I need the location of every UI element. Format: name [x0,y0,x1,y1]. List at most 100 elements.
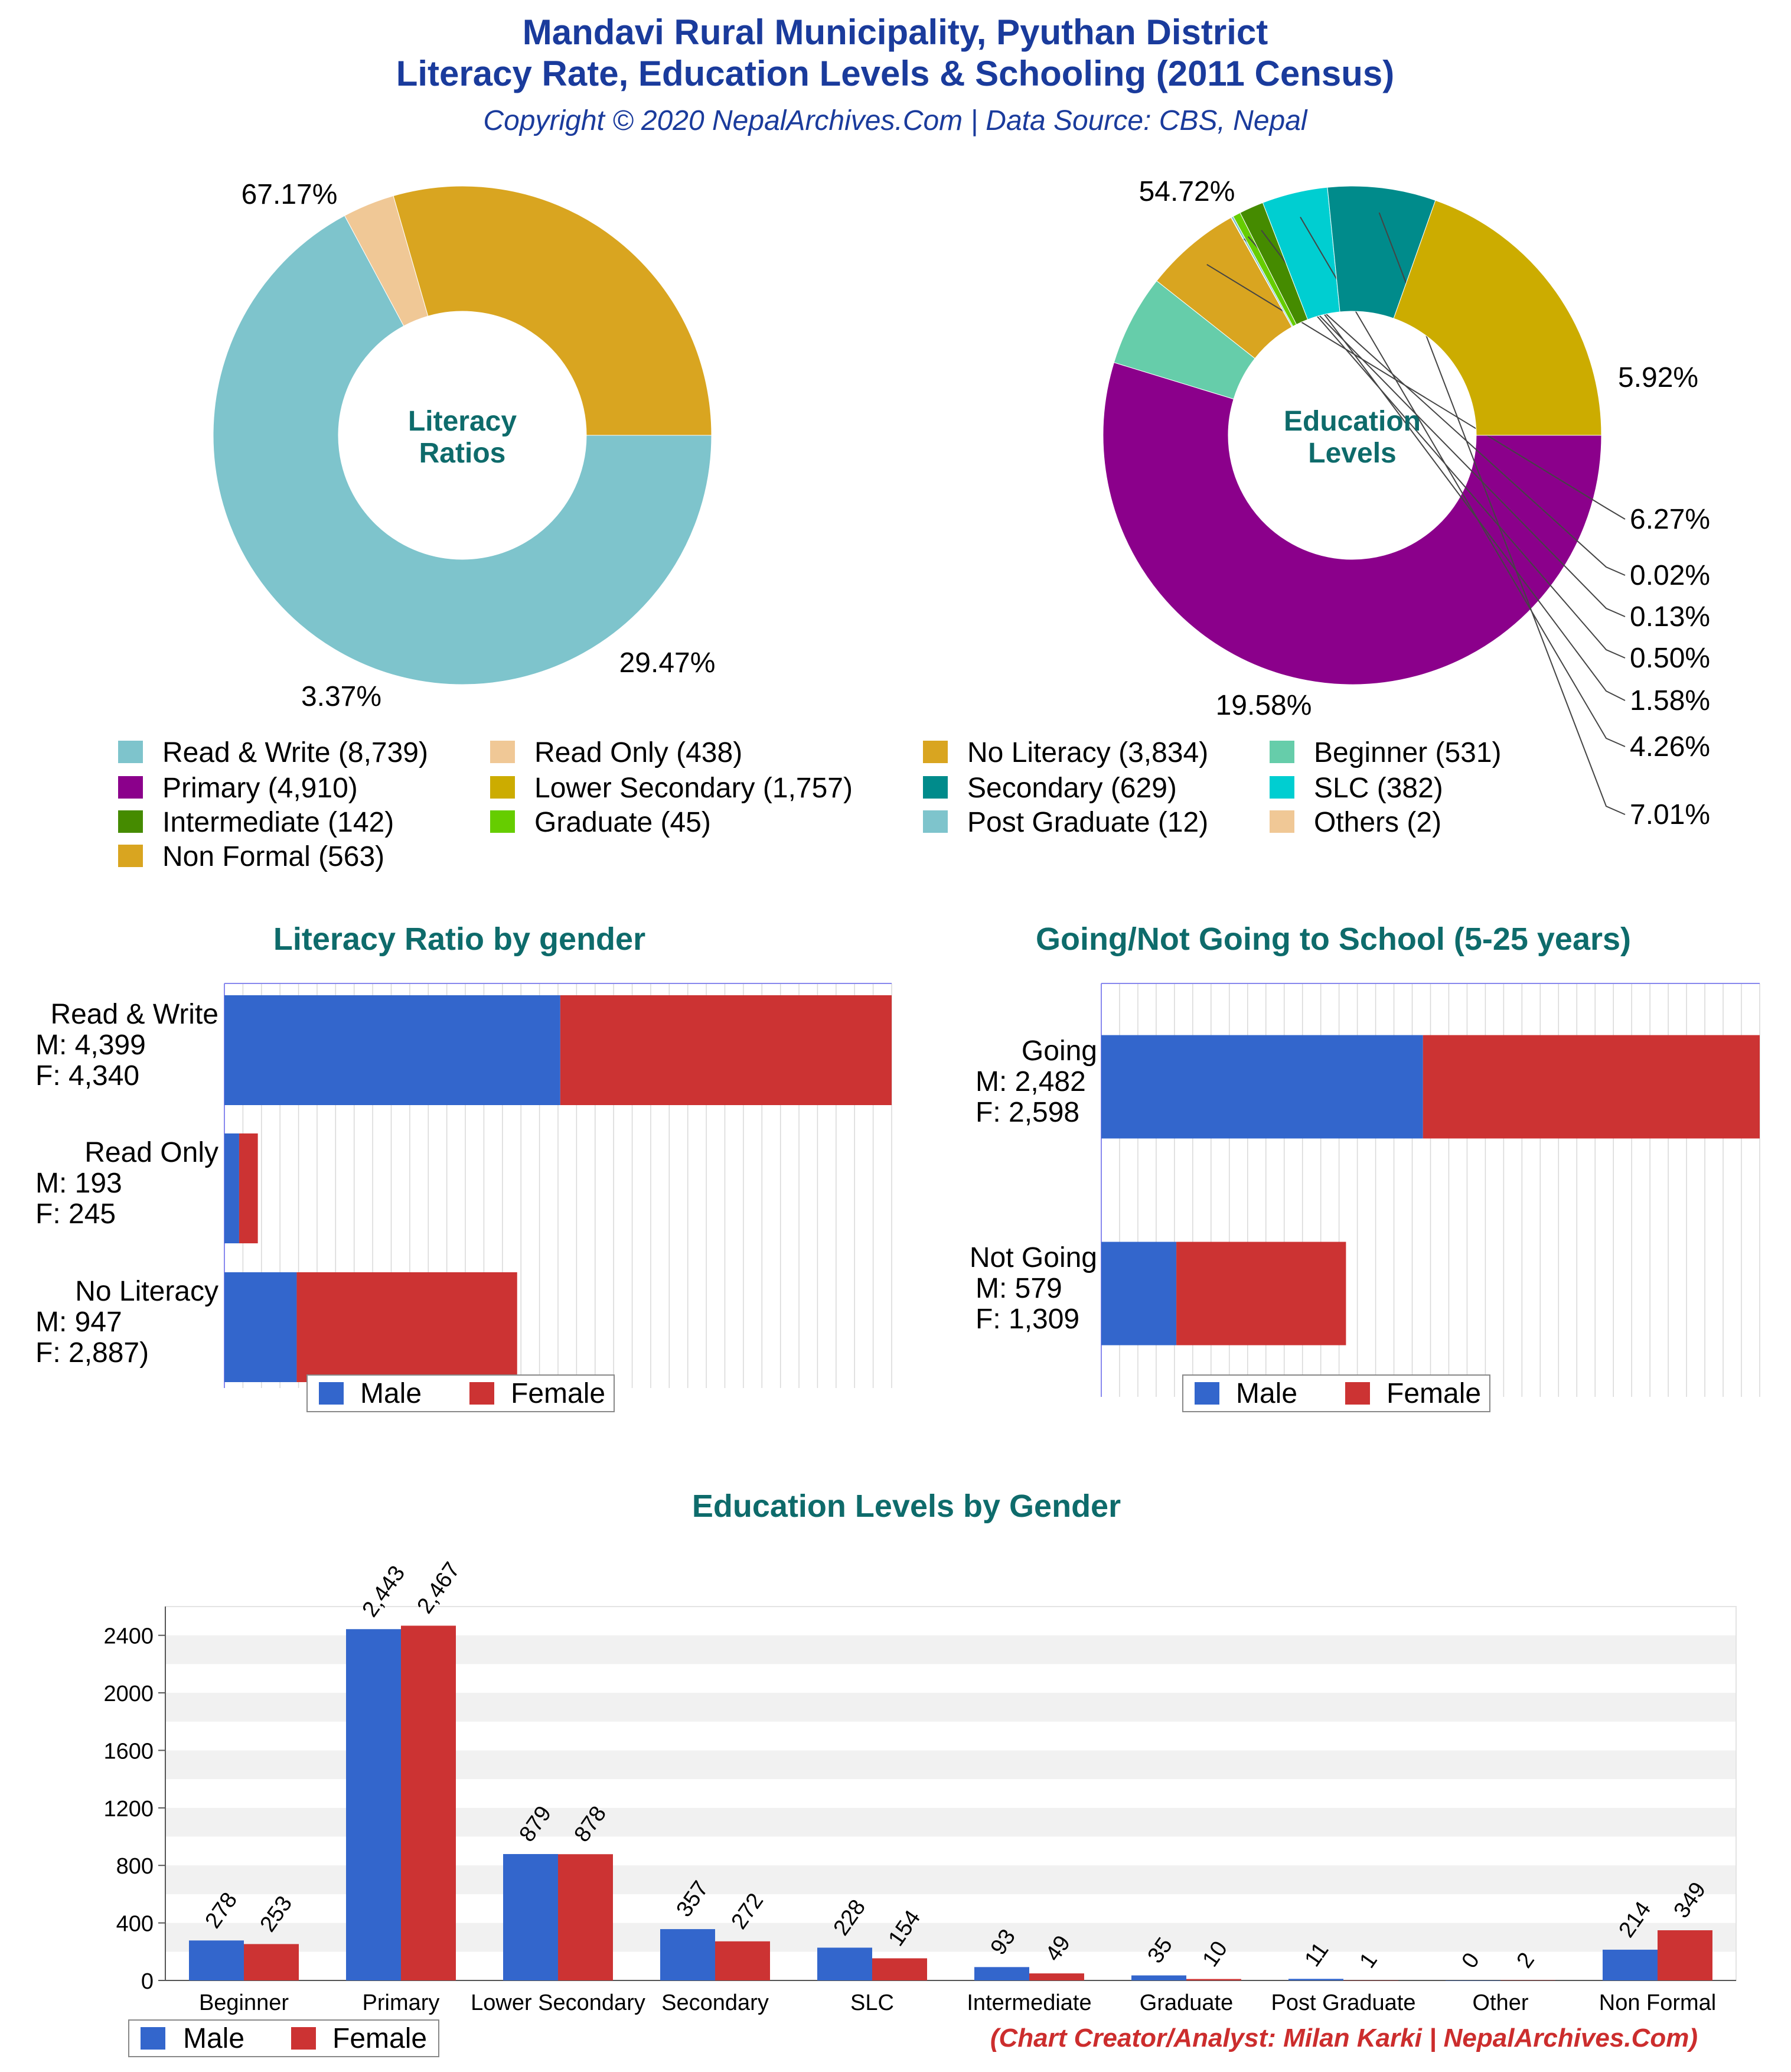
male-legend-label: Male [183,2023,244,2054]
x-category-label: Beginner [199,1990,289,2015]
leader-line [1244,238,1626,617]
pct-label-read-write: 67.17% [242,179,338,210]
category-label-not-going: M: 579 [976,1273,1062,1304]
category-label-no-literacy: F: 2,887) [35,1337,149,1369]
bar-male-beginner [189,1940,244,1980]
legend-item-no-literacy: No Literacy (3,834) [923,737,1208,768]
y-tick-label: 0 [141,1969,154,1994]
legend-label: Graduate (45) [534,807,711,838]
legend-item-graduate: Graduate (45) [490,807,711,838]
legend-box [1182,1374,1490,1412]
pct-label-slc: 4.26% [1630,731,1710,763]
legend-swatch [923,776,948,799]
y-tick-label: 1600 [103,1739,154,1764]
pct-label-graduate: 0.50% [1630,643,1710,674]
pct-label-secondary: 7.01% [1630,799,1710,830]
x-category-label: Primary [363,1990,440,2015]
legend-label: Read Only (438) [534,737,742,768]
legend-label: No Literacy (3,834) [967,737,1208,768]
bar-male-intermediate [974,1967,1029,1980]
education-gender-legend: Male Female [128,2019,439,2057]
legend-swatch [118,810,143,833]
y-tick-label: 1200 [103,1797,154,1822]
bar-female-non-formal [1658,1930,1712,1980]
male-legend-label: Male [1236,1378,1297,1409]
pct-label-primary: 54.72% [1139,176,1235,207]
bar-male-read-only [224,1133,239,1243]
legend-swatch [118,776,143,799]
legend-label: Primary (4,910) [162,773,358,804]
bar-male-post-graduate [1288,1979,1343,1980]
donut-center-label: Literacy [408,406,517,437]
female-swatch [291,2027,316,2050]
category-label-no-literacy: No Literacy [75,1276,218,1307]
category-label-going: Going [1022,1035,1097,1067]
y-tick-label: 800 [116,1854,154,1879]
legend-box [128,2019,439,2057]
legend-label: Secondary (629) [967,773,1177,804]
bar-male-going [1101,1035,1423,1139]
pct-label-intermediate: 1.58% [1630,685,1710,716]
legend-item-secondary: Secondary (629) [923,773,1177,804]
legend-box [306,1374,615,1412]
legend-label: Intermediate (142) [162,807,394,838]
legend-label: Others (2) [1314,807,1441,838]
pct-label-no-literacy: 29.47% [619,647,716,679]
category-label-read-only: M: 193 [35,1168,122,1199]
x-category-label: Lower Secondary [471,1990,645,2015]
pct-label-post-graduate: 0.13% [1630,601,1710,633]
value-label: 0 [1457,1949,1485,1973]
legend-swatch [118,845,143,867]
bar-male-other [1446,1980,1500,1981]
bar-male-secondary [660,1929,715,1980]
slice-primary [1102,362,1602,685]
bar-female-primary [401,1625,456,1980]
category-label-no-literacy: M: 947 [35,1307,122,1338]
legend-label: Non Formal (563) [162,841,384,872]
bar-male-lower-secondary [503,1853,558,1980]
value-label: 1 [1355,1949,1382,1973]
value-label: 2,467 [412,1558,465,1618]
x-category-label: Intermediate [967,1990,1091,2015]
bar-female-other [1500,1980,1555,1981]
legend-item-non-formal: Non Formal (563) [118,841,384,872]
leader-line [1300,217,1626,747]
bar-female-graduate [1186,1979,1241,1980]
leader-line [1242,239,1626,576]
legend-label: Lower Secondary (1,757) [534,773,853,804]
category-label-going: F: 2,598 [976,1097,1079,1128]
legend-item-primary: Primary (4,910) [118,773,358,804]
pct-label-beginner: 5.92% [1618,362,1698,393]
category-label-read-only: F: 245 [35,1198,116,1230]
legend-swatch [118,741,143,763]
x-category-label: Non Formal [1599,1990,1717,2015]
literacy-gender-legend: Male Female [306,1374,615,1412]
x-category-label: Post Graduate [1271,1990,1415,2015]
leader-line [1206,263,1626,520]
legend-swatch [490,776,515,799]
page-title-line2: Literacy Rate, Education Levels & School… [396,54,1395,93]
female-legend-label: Female [1387,1378,1481,1409]
male-swatch [141,2027,165,2050]
legend-item-intermediate: Intermediate (142) [118,807,394,838]
bar-female-beginner [244,1944,299,1980]
legend-label: Post Graduate (12) [967,807,1208,838]
donut-center-label: Education [1284,406,1421,437]
legend-swatch [1270,776,1294,799]
pct-label-others: 0.02% [1630,560,1710,591]
legend-item-post-graduate: Post Graduate (12) [923,807,1208,838]
bar-male-graduate [1131,1975,1186,1980]
bar-female-slc [872,1958,927,1980]
female-swatch [1345,1382,1370,1405]
donut-center-label: Ratios [419,438,506,469]
legend-item-read-only: Read Only (438) [490,737,742,768]
y-tick-label: 2000 [103,1682,154,1706]
legend-swatch [923,741,948,763]
category-label-read-write: M: 4,399 [35,1030,146,1061]
female-legend-label: Female [332,2023,427,2054]
legend-label: SLC (382) [1314,773,1443,804]
